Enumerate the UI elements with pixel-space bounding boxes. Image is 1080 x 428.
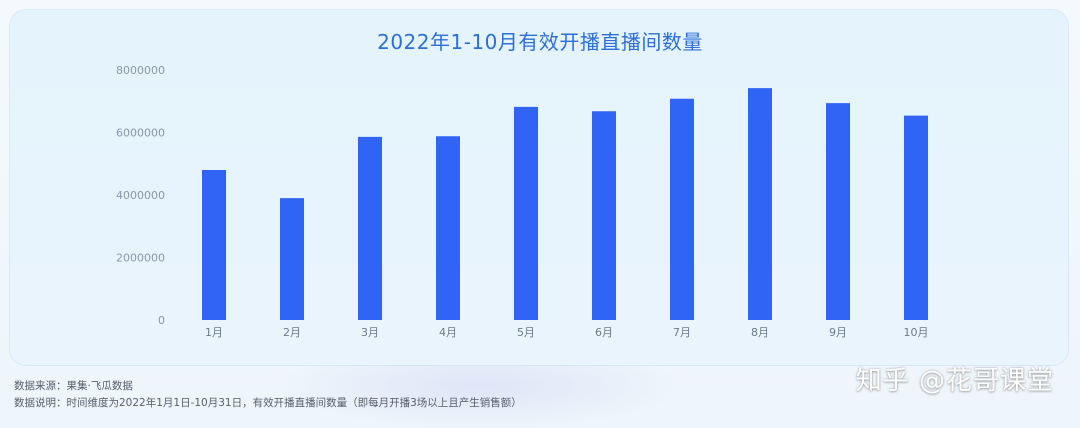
bar — [748, 88, 772, 320]
y-tick-label: 0 — [158, 314, 165, 327]
notes: 数据来源：果集·飞瓜数据 数据说明：时间维度为2022年1月1日-10月31日，… — [14, 378, 522, 412]
x-tick-label: 8月 — [751, 326, 769, 339]
bar — [280, 198, 304, 320]
x-tick-label: 10月 — [904, 326, 929, 339]
x-tick-label: 6月 — [595, 326, 613, 339]
x-tick-label: 9月 — [829, 326, 847, 339]
bar — [436, 136, 460, 320]
bar — [826, 103, 850, 320]
y-axis: 0 2000000 4000000 6000000 8000000 — [116, 64, 165, 327]
x-tick-label: 1月 — [205, 326, 223, 339]
data-description-note: 数据说明：时间维度为2022年1月1日-10月31日，有效开播直播间数量（即每月… — [14, 397, 522, 409]
bar — [358, 136, 382, 320]
y-tick-label: 2000000 — [116, 252, 165, 265]
bar — [202, 170, 226, 320]
bar — [670, 98, 694, 320]
x-tick-label: 2月 — [283, 326, 301, 339]
bars — [202, 88, 928, 320]
bar — [514, 106, 538, 320]
bar — [904, 115, 928, 320]
data-source-note: 数据来源：果集·飞瓜数据 — [14, 380, 133, 392]
watermark: 知乎 @花哥课堂 — [855, 366, 1054, 396]
y-tick-label: 8000000 — [116, 64, 165, 77]
x-tick-label: 5月 — [517, 326, 535, 339]
x-tick-label: 3月 — [361, 326, 379, 339]
chart-title: 2022年1-10月有效开播直播间数量 — [377, 30, 703, 54]
bar — [592, 111, 616, 320]
y-tick-label: 4000000 — [116, 189, 165, 202]
x-axis: 1月 2月 3月 4月 5月 6月 7月 8月 9月 10月 — [205, 326, 929, 339]
bar-chart: 0 2000000 4000000 6000000 8000000 1月 2月 3月 4月 5月… — [116, 64, 929, 339]
x-tick-label: 7月 — [673, 326, 691, 339]
y-tick-label: 6000000 — [116, 127, 165, 140]
chart-card — [10, 10, 1068, 365]
x-tick-label: 4月 — [439, 326, 457, 339]
